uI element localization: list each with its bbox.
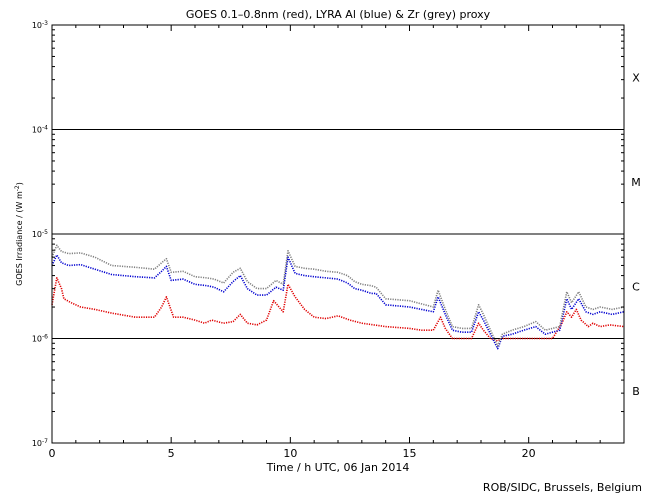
flare-class-label: C bbox=[632, 280, 640, 293]
chart-title: GOES 0.1–0.8nm (red), LYRA Al (blue) & Z… bbox=[186, 8, 491, 21]
y-tick-label: 10-6 bbox=[32, 333, 48, 344]
y-tick-label: 10-4 bbox=[32, 124, 48, 135]
y-tick-label: 10-7 bbox=[32, 438, 48, 449]
credit-text: ROB/SIDC, Brussels, Belgium bbox=[482, 481, 642, 494]
flare-class-labels: X M C B bbox=[631, 71, 641, 398]
y-axis-label-close: ) bbox=[15, 182, 24, 185]
x-tick-label: 20 bbox=[522, 447, 536, 460]
series-line-lyra-zr bbox=[51, 244, 625, 347]
y-axis-label-text: GOES Irradiance / (W m bbox=[15, 191, 24, 286]
x-axis-label: Time / h UTC, 06 Jan 2014 bbox=[266, 461, 410, 474]
flare-class-label: B bbox=[632, 385, 640, 398]
flare-class-threshold-lines bbox=[52, 129, 624, 339]
x-tick-label: 5 bbox=[168, 447, 175, 460]
x-axis: 0 5 10 15 20 bbox=[49, 25, 625, 460]
series-layer bbox=[51, 244, 625, 350]
y-axis-label-exponent: -2 bbox=[14, 185, 21, 191]
y-tick-label: 10-3 bbox=[32, 20, 48, 31]
x-tick-label: 10 bbox=[283, 447, 297, 460]
flare-class-label: M bbox=[631, 176, 641, 189]
series-line-goes bbox=[51, 277, 625, 342]
y-axis-label: GOES Irradiance / (W m-2) bbox=[14, 182, 25, 286]
y-axis: 10-3 10-4 10-5 10-6 10-7 bbox=[32, 20, 624, 449]
x-tick-label: 15 bbox=[403, 447, 417, 460]
x-tick-label: 0 bbox=[49, 447, 56, 460]
flare-class-label: X bbox=[632, 71, 640, 84]
series-line-lyra-al bbox=[51, 254, 625, 350]
y-tick-label: 10-5 bbox=[32, 229, 48, 240]
